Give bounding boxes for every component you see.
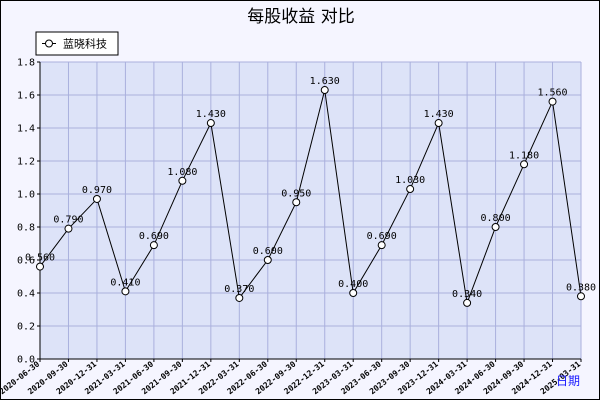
y-tick-label: 0.2 bbox=[17, 322, 35, 333]
data-point bbox=[406, 185, 415, 194]
data-label: 0.800 bbox=[481, 213, 511, 224]
y-tick-label: 1.6 bbox=[17, 91, 35, 102]
data-labels: 0.560 0.790 0.970 0.410 0.690 1.080 1.430 0.370… bbox=[25, 76, 596, 300]
data-label: 0.560 bbox=[25, 253, 55, 264]
y-tick-label: 0.4 bbox=[17, 289, 35, 300]
data-point bbox=[263, 256, 272, 264]
data-point bbox=[121, 287, 130, 296]
data-point bbox=[548, 97, 557, 106]
data-label: 1.630 bbox=[310, 76, 340, 87]
data-label: 0.970 bbox=[82, 185, 112, 196]
data-label: 0.380 bbox=[566, 282, 596, 293]
data-label: 1.560 bbox=[537, 88, 567, 99]
x-axis-ticks: 2020-06-302020-09-302020-12-312021-03-31… bbox=[1, 359, 582, 396]
data-point bbox=[577, 292, 585, 301]
data-label: 0.400 bbox=[338, 279, 368, 290]
legend-box bbox=[35, 31, 119, 56]
data-point bbox=[36, 262, 44, 271]
series-line bbox=[39, 89, 582, 305]
data-point bbox=[292, 198, 301, 207]
data-label: 1.430 bbox=[196, 109, 226, 120]
data-label: 0.410 bbox=[110, 277, 140, 288]
legend-entry: 蓝晓科技 bbox=[63, 37, 107, 51]
data-label: 0.790 bbox=[53, 215, 83, 226]
y-tick-label: 1.0 bbox=[17, 190, 35, 201]
y-tick-label: 0.6 bbox=[17, 256, 35, 267]
data-label: 1.080 bbox=[167, 167, 197, 178]
y-tick-label: 1.4 bbox=[17, 124, 35, 135]
y-tick-label: 0.8 bbox=[17, 223, 35, 234]
y-tick-label: 1.8 bbox=[17, 58, 35, 69]
data-point bbox=[320, 86, 329, 95]
data-point bbox=[520, 160, 529, 169]
data-label: 1.180 bbox=[509, 150, 539, 161]
data-label: 0.690 bbox=[139, 231, 169, 242]
data-point bbox=[434, 119, 443, 128]
data-point bbox=[349, 289, 358, 297]
plot-area bbox=[40, 62, 581, 359]
axes bbox=[39, 62, 581, 360]
data-point bbox=[377, 241, 386, 250]
data-label: 0.340 bbox=[452, 289, 482, 300]
data-point bbox=[178, 176, 187, 185]
chart-title: 每股收益 对比 bbox=[247, 7, 354, 27]
data-label: 1.430 bbox=[424, 109, 454, 120]
data-point bbox=[149, 241, 158, 250]
data-point bbox=[92, 194, 101, 203]
x-axis-label: 日期 bbox=[556, 374, 580, 388]
data-label: 0.950 bbox=[281, 188, 311, 199]
y-tick-label: 0.0 bbox=[17, 355, 35, 366]
legend: 蓝晓科技 bbox=[35, 31, 119, 56]
data-label: 0.690 bbox=[367, 231, 397, 242]
data-label: 0.370 bbox=[224, 284, 254, 295]
data-point bbox=[463, 298, 472, 307]
grid-lines bbox=[39, 61, 582, 360]
data-point bbox=[206, 119, 215, 128]
legend-marker-icon bbox=[45, 39, 53, 48]
data-label: 1.030 bbox=[395, 175, 425, 186]
data-label: 0.600 bbox=[253, 246, 283, 257]
y-tick-label: 1.2 bbox=[17, 157, 35, 168]
data-point bbox=[64, 224, 73, 233]
series-markers bbox=[36, 86, 585, 307]
y-axis-ticks: 0.0 0.2 0.4 0.6 0.8 1.0 1.2 1.4 1.6 1.8 bbox=[17, 58, 40, 366]
data-point bbox=[491, 223, 500, 231]
data-point bbox=[235, 293, 244, 302]
